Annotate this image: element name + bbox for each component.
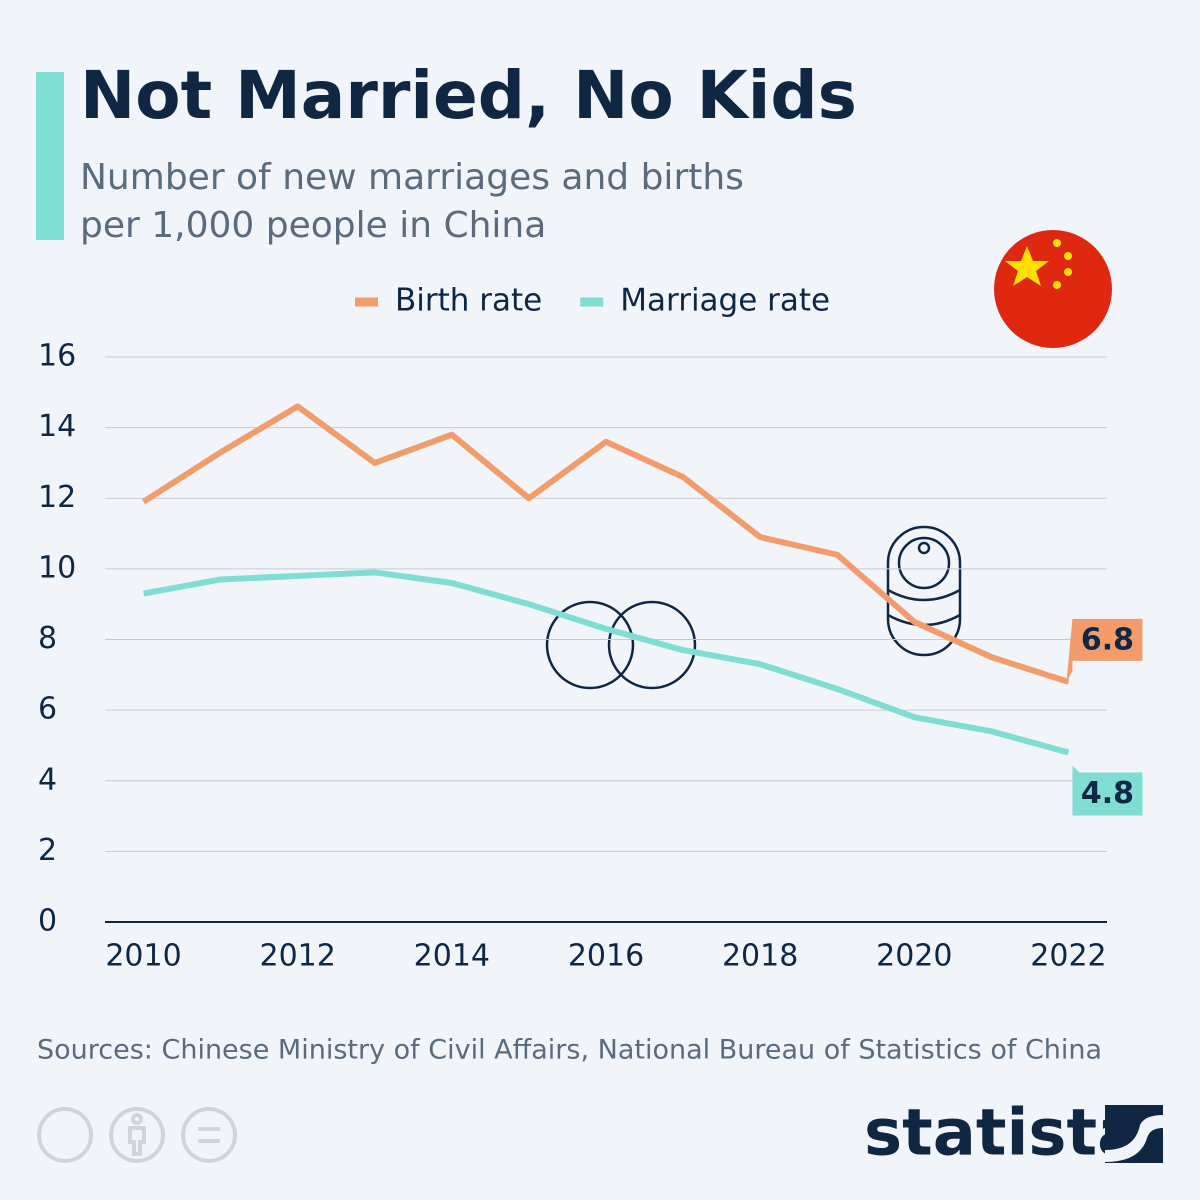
y-tick-label: 10 (38, 550, 76, 585)
x-tick-label: 2020 (876, 939, 952, 974)
brand-logo: statista (864, 1097, 1140, 1171)
legend-label: Birth rate (395, 283, 542, 319)
series-line (141, 403, 1070, 685)
legend-label: Marriage rate (620, 283, 830, 319)
rings-icon (545, 600, 697, 690)
x-tick-label: 2012 (260, 939, 336, 974)
x-tick-label: 2016 (568, 939, 644, 974)
value-label-box (1066, 618, 1143, 682)
flag (994, 230, 1112, 348)
chart-subtitle: per 1,000 people in China (80, 205, 546, 246)
x-tick-label: 2010 (105, 939, 181, 974)
x-tick-label: 2014 (414, 939, 490, 974)
y-tick-label: 0 (38, 904, 57, 939)
license-icons (37, 1107, 237, 1163)
source-note: Sources: Chinese Ministry of Civil Affai… (37, 1035, 1102, 1066)
title-accent (36, 72, 64, 240)
chart-subtitle: Number of new marriages and births (80, 157, 744, 198)
x-tick-label: 2018 (722, 939, 798, 974)
y-tick-label: 12 (38, 480, 76, 515)
y-tick-label: 4 (38, 762, 57, 797)
y-tick-label: 6 (38, 692, 57, 727)
y-tick-label: 2 (38, 833, 57, 868)
value-label-box (1072, 765, 1143, 816)
x-tick-label: 2022 (1030, 939, 1106, 974)
y-tick-label: 8 (38, 621, 57, 656)
chart-title: Not Married, No Kids (80, 57, 857, 134)
value-label: 6.8 (1081, 622, 1134, 657)
value-label: 4.8 (1081, 776, 1134, 811)
y-tick-label: 16 (38, 339, 76, 374)
brand-mark (1105, 1105, 1163, 1163)
y-tick-label: 14 (38, 409, 76, 444)
series-line (142, 569, 1070, 756)
